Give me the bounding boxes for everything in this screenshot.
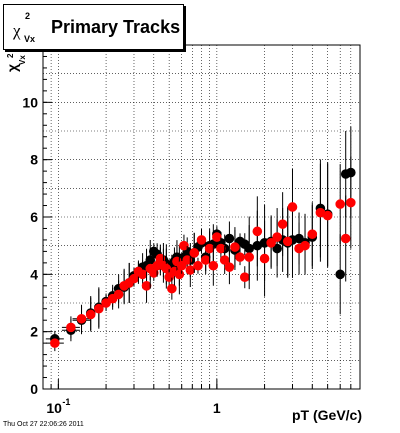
data-point-red	[272, 232, 282, 242]
data-point-red	[259, 253, 270, 264]
y-tick-label: 0	[30, 381, 38, 397]
data-point-red	[85, 309, 96, 320]
data-point-red	[244, 252, 255, 262]
data-point-red	[50, 338, 60, 348]
title-subscript: Vx	[24, 34, 36, 44]
data-point-red	[277, 219, 288, 229]
data-point-red	[94, 303, 104, 314]
x-tick-label-superscript: -1	[62, 397, 70, 407]
data-point-red	[322, 210, 333, 221]
data-point-red	[189, 248, 200, 258]
y-axis-label-superscript: 2	[6, 53, 15, 58]
data-point-red	[346, 197, 356, 208]
data-point-red	[113, 289, 124, 300]
data-point-black	[224, 233, 235, 244]
data-point-red	[235, 252, 245, 262]
data-point-red	[208, 260, 219, 271]
data-point-red	[200, 255, 211, 265]
y-axis-label: χ	[4, 63, 20, 72]
y-tick-label: 6	[30, 209, 38, 225]
data-point-red	[167, 283, 177, 294]
data-point-red	[179, 240, 189, 251]
data-point-red	[239, 272, 250, 283]
data-point-red	[340, 233, 351, 244]
x-tick-label: 10	[46, 400, 62, 416]
data-point-red	[141, 281, 152, 291]
data-point-red	[224, 262, 235, 272]
y-tick-label: 10	[22, 94, 38, 110]
data-point-red	[101, 298, 111, 308]
legend-title-box: χ 2 Vx Primary Tracks	[3, 4, 184, 50]
data-point-red	[174, 269, 185, 280]
data-point-red	[76, 313, 87, 324]
y-axis-label-subscript: Vx	[18, 55, 27, 65]
title-text: Primary Tracks	[51, 17, 181, 37]
x-axis-label: pT (GeV/c)	[292, 407, 363, 423]
y-tick-label: 2	[30, 324, 38, 340]
data-point-red	[282, 236, 293, 247]
data-point-red	[307, 229, 318, 239]
x-tick-label: 1	[213, 400, 221, 416]
data-point-black	[335, 269, 345, 280]
data-point-red	[230, 242, 240, 252]
data-point-red	[212, 232, 222, 242]
data-point-red	[176, 260, 187, 271]
timestamp: Thu Oct 27 22:06:26 2011	[3, 421, 84, 428]
data-point-red	[335, 199, 345, 209]
data-point-red	[266, 238, 276, 248]
data-point-red	[182, 255, 193, 265]
title-chi-symbol: χ	[13, 21, 21, 40]
data-point-red	[287, 202, 298, 212]
data-point-red	[252, 226, 263, 237]
title-superscript: 2	[25, 11, 31, 21]
y-tick-label: 4	[30, 266, 38, 282]
data-point-red	[66, 322, 76, 333]
data-point-red	[137, 269, 148, 280]
data-point-red	[193, 260, 203, 271]
data-point-red	[204, 243, 215, 254]
data-point-red	[196, 235, 207, 245]
data-point-red	[216, 243, 226, 254]
marks-layer	[45, 126, 356, 352]
data-point-red	[300, 240, 310, 251]
y-tick-label: 8	[30, 152, 38, 168]
data-point-red	[185, 265, 196, 275]
